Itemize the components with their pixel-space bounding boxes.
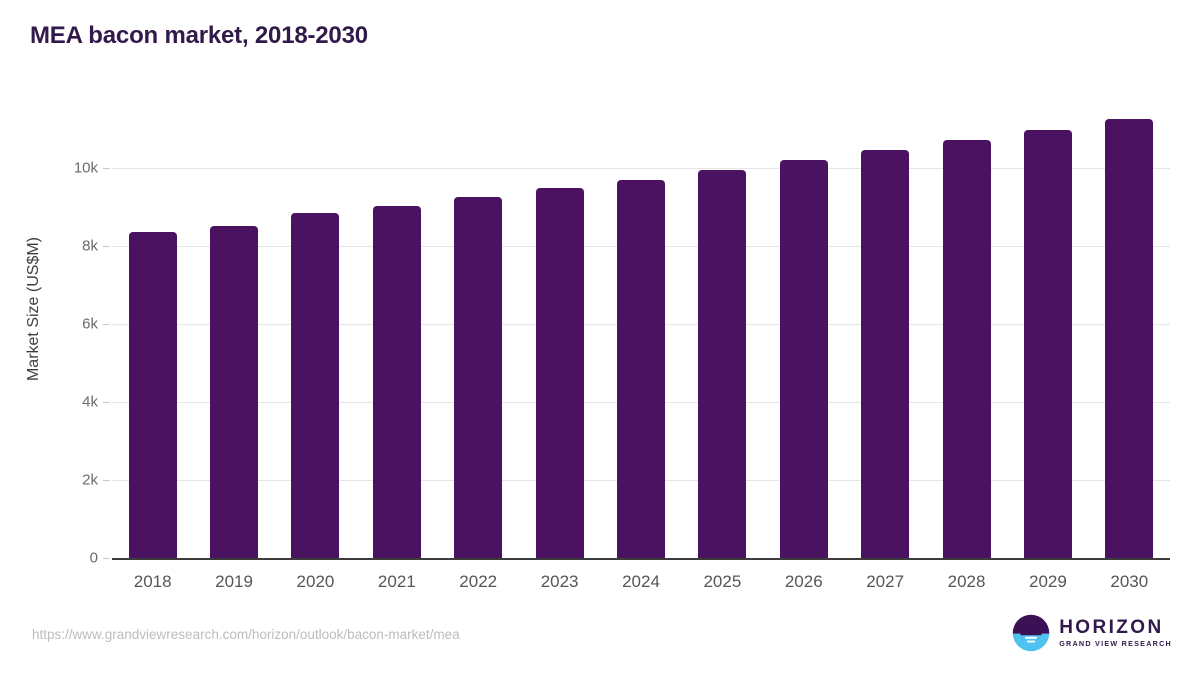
x-tick-label: 2027 [866,572,905,591]
horizon-logo-icon [1012,614,1050,652]
bar[interactable] [617,179,665,558]
x-tick-label: 2030 [1110,572,1149,591]
chart-title: MEA bacon market, 2018-2030 [30,22,368,49]
y-tick-label: 0 [89,549,98,567]
bar[interactable] [942,140,991,558]
x-tick-label: 2024 [622,572,660,591]
x-tick-label: 2022 [459,572,498,591]
y-axis-title: Market Size (US$M) [25,236,42,382]
bar[interactable] [454,197,503,558]
gridline [112,167,1170,169]
bar[interactable] [698,169,747,558]
y-tick-mark [103,167,110,169]
x-tick-label: 2018 [133,572,172,591]
bar[interactable] [210,226,259,558]
bar[interactable] [128,232,177,558]
x-tick-label: 2020 [296,572,335,591]
horizon-logo: HORIZON GRAND VIEW RESEARCH [1012,614,1172,652]
x-tick-label: 2029 [1029,572,1067,591]
y-tick-mark [103,401,110,403]
x-tick-label: 2021 [377,572,416,591]
source-url: https://www.grandviewresearch.com/horizo… [32,627,460,642]
x-tick-label: 2019 [215,572,253,591]
y-axis-tick-labels: 0 2k 4k 6k 8k 10k [40,80,98,566]
y-tick-label: 6k [82,315,98,333]
bar[interactable] [372,205,421,558]
logo-wordmark: HORIZON [1059,617,1164,639]
x-tick-label: 2028 [947,572,986,591]
y-tick-mark [103,245,110,247]
y-tick-mark [103,479,110,481]
x-axis-line [112,558,1170,560]
x-tick-label: 2023 [540,572,579,591]
plot-area [112,80,1170,558]
y-tick-label: 10k [73,159,98,177]
logo-tagline: GRAND VIEW RESEARCH [1059,639,1172,649]
bar[interactable] [1023,129,1072,558]
y-tick-mark [103,558,110,559]
y-tick-label: 4k [82,393,98,411]
x-tick-label: 2026 [784,572,823,591]
bar[interactable] [535,188,584,558]
bar[interactable] [861,150,910,558]
x-tick-label: 2025 [703,572,742,591]
bar[interactable] [291,213,340,558]
horizon-logo-text: HORIZON GRAND VIEW RESEARCH [1059,618,1172,647]
y-tick-label: 2k [82,471,98,489]
y-tick-mark [103,323,110,325]
y-tick-label: 8k [82,237,98,255]
bar[interactable] [1105,119,1154,558]
bar[interactable] [779,160,828,558]
